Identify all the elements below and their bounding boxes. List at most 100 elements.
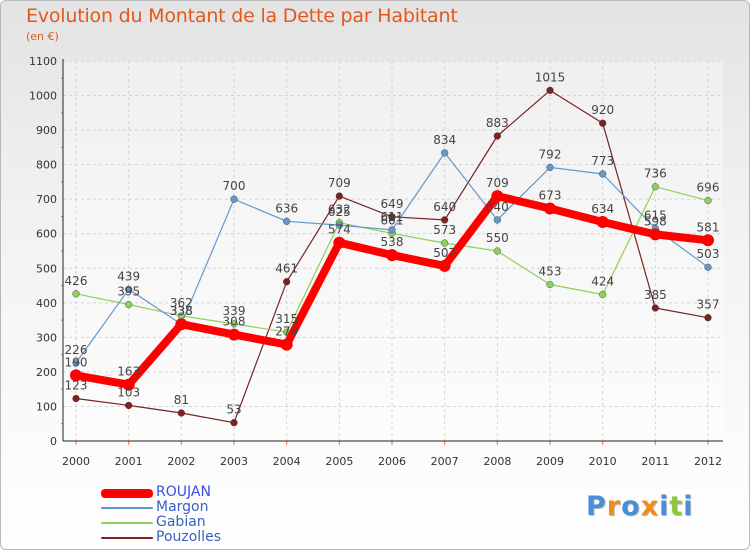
data-label: 640 bbox=[486, 200, 509, 214]
data-label: 615 bbox=[644, 209, 667, 223]
y-tick-label: 200 bbox=[36, 366, 57, 379]
data-point bbox=[441, 216, 449, 224]
data-point bbox=[546, 163, 554, 172]
data-point bbox=[283, 217, 291, 225]
data-point bbox=[125, 401, 133, 410]
data-label: 439 bbox=[117, 269, 140, 283]
data-point bbox=[333, 236, 346, 249]
x-tick-label: 2000 bbox=[62, 455, 90, 468]
x-tick-label: 2003 bbox=[220, 455, 248, 468]
logo-letter: x bbox=[640, 491, 660, 522]
chart-unit-label: (en €) bbox=[26, 30, 59, 43]
data-point bbox=[125, 300, 133, 309]
data-label: 709 bbox=[328, 176, 351, 190]
data-label: 507 bbox=[433, 246, 456, 260]
x-tick-label: 2001 bbox=[115, 455, 143, 468]
logo-letter: r bbox=[606, 491, 622, 522]
data-point bbox=[438, 259, 451, 272]
data-point bbox=[386, 249, 398, 262]
x-tick-label: 2008 bbox=[483, 455, 511, 468]
data-label: 308 bbox=[223, 315, 246, 329]
data-label: 123 bbox=[65, 379, 88, 393]
data-label: 792 bbox=[539, 147, 562, 161]
x-tick-label: 2005 bbox=[325, 455, 353, 468]
data-label: 226 bbox=[65, 343, 88, 357]
data-point bbox=[283, 278, 291, 286]
data-label: 581 bbox=[697, 220, 720, 234]
data-point bbox=[546, 86, 554, 94]
logo-letter: P bbox=[586, 491, 607, 522]
data-label: 625 bbox=[328, 205, 351, 219]
y-tick-label: 900 bbox=[36, 124, 57, 137]
data-point bbox=[335, 221, 343, 229]
legend-label-gabian: Gabian bbox=[156, 514, 206, 530]
data-label: 673 bbox=[539, 189, 562, 203]
legend-label-margon: Margon bbox=[156, 499, 209, 515]
data-label: 736 bbox=[644, 167, 667, 181]
data-label: 636 bbox=[275, 201, 298, 215]
legend-label-pouzolles: Pouzolles bbox=[156, 529, 221, 545]
data-point bbox=[72, 359, 80, 367]
data-point bbox=[651, 304, 659, 312]
legend-label-roujan: ROUJAN bbox=[156, 484, 211, 500]
data-point bbox=[72, 394, 80, 403]
data-label: 834 bbox=[433, 133, 456, 147]
data-point bbox=[491, 190, 504, 203]
data-label: 611 bbox=[381, 210, 404, 224]
data-label: 338 bbox=[170, 304, 193, 318]
data-point bbox=[125, 285, 133, 293]
data-point bbox=[599, 170, 607, 178]
x-tick-label: 2007 bbox=[431, 455, 459, 468]
legend-swatch-gabian bbox=[101, 522, 153, 524]
y-tick-label: 100 bbox=[36, 400, 57, 413]
data-point bbox=[441, 149, 449, 157]
data-label: 279 bbox=[275, 325, 298, 339]
data-point bbox=[596, 215, 609, 228]
legend-swatch-pouzolles bbox=[101, 537, 153, 539]
y-tick-label: 800 bbox=[36, 159, 57, 172]
data-label: 81 bbox=[174, 393, 189, 407]
data-label: 424 bbox=[591, 275, 614, 289]
logo-letter: i bbox=[659, 491, 670, 522]
data-point bbox=[704, 196, 712, 205]
data-point bbox=[175, 318, 188, 331]
proxiti-logo: Proxiti bbox=[586, 491, 694, 522]
logo-letter: t bbox=[669, 491, 684, 522]
data-label: 338 bbox=[170, 304, 193, 318]
data-point bbox=[599, 290, 607, 299]
data-label: 426 bbox=[65, 274, 88, 288]
data-label: 385 bbox=[644, 288, 667, 302]
data-point bbox=[388, 213, 396, 221]
data-label: 1015 bbox=[535, 70, 566, 84]
data-label: 190 bbox=[65, 355, 88, 369]
data-point bbox=[177, 409, 185, 417]
data-label: 103 bbox=[117, 385, 140, 399]
data-label: 696 bbox=[697, 181, 720, 195]
x-tick-label: 2004 bbox=[273, 455, 301, 468]
data-label: 574 bbox=[328, 223, 351, 237]
data-label: 634 bbox=[591, 202, 614, 216]
data-point bbox=[493, 247, 501, 255]
data-label: 773 bbox=[591, 154, 614, 168]
data-point bbox=[388, 226, 396, 234]
data-point bbox=[493, 132, 501, 140]
data-label: 649 bbox=[381, 197, 404, 211]
data-label: 632 bbox=[328, 203, 351, 217]
data-point bbox=[72, 290, 80, 298]
data-label: 709 bbox=[486, 176, 509, 190]
data-label: 640 bbox=[433, 200, 456, 214]
y-tick-label: 1000 bbox=[29, 90, 57, 103]
y-tick-label: 1100 bbox=[29, 55, 57, 68]
data-point bbox=[546, 280, 554, 289]
data-point bbox=[228, 328, 240, 341]
logo-letter: o bbox=[621, 491, 641, 522]
y-tick-label: 0 bbox=[50, 435, 57, 448]
data-label: 362 bbox=[170, 296, 193, 310]
data-label: 315 bbox=[275, 312, 298, 326]
data-point bbox=[704, 314, 712, 322]
y-tick-label: 600 bbox=[36, 228, 57, 241]
data-point bbox=[651, 183, 659, 191]
x-tick-label: 2012 bbox=[694, 455, 722, 468]
legend-swatch-margon bbox=[101, 507, 153, 509]
